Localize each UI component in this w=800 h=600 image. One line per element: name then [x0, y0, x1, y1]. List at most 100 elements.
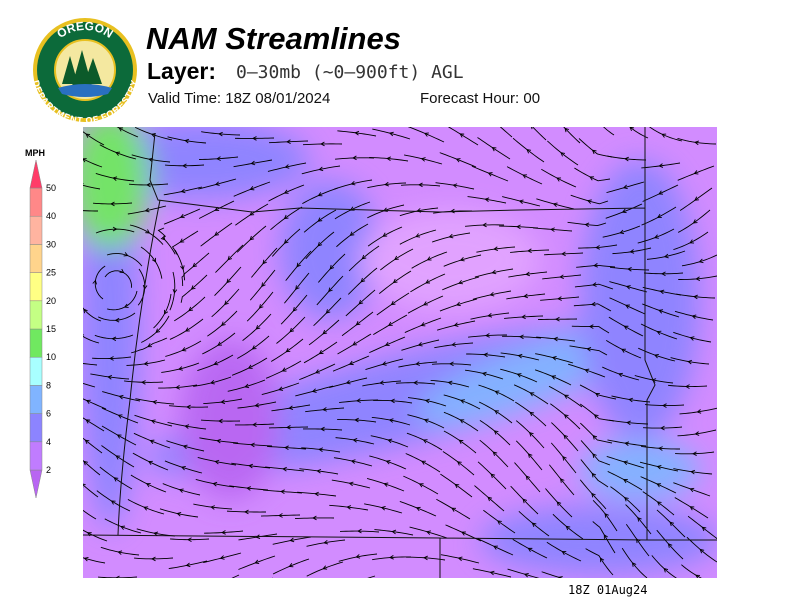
legend-unit: MPH	[25, 148, 45, 158]
streamline-arrow	[565, 525, 571, 531]
streamline	[249, 269, 276, 301]
streamline-arrow	[357, 528, 362, 534]
streamline-arrow	[490, 473, 496, 479]
streamline	[294, 517, 335, 520]
streamline-arrow	[484, 197, 490, 202]
streamline-arrow	[452, 183, 458, 188]
streamline	[621, 547, 648, 578]
streamline-arrow	[178, 366, 183, 371]
streamline	[499, 225, 539, 229]
streamline	[272, 577, 273, 578]
streamline	[673, 468, 713, 475]
streamline	[332, 355, 370, 372]
streamline	[483, 509, 516, 534]
streamline-arrow	[360, 277, 366, 283]
streamline	[474, 485, 505, 512]
streamline-arrow	[695, 276, 701, 281]
streamline	[606, 456, 645, 469]
streamline	[83, 210, 99, 212]
streamline-arrow	[346, 505, 352, 510]
legend-swatch	[29, 159, 43, 189]
streamline-arrow	[284, 445, 289, 451]
streamline	[579, 384, 617, 400]
streamline-arrow	[661, 271, 666, 277]
streamline-arrow	[210, 505, 215, 510]
legend-label: 2	[46, 465, 51, 475]
streamline-arrow	[153, 531, 159, 537]
streamline	[201, 131, 241, 136]
streamline	[638, 347, 676, 362]
streamline-arrow	[418, 182, 423, 188]
streamline-arrow	[422, 439, 428, 444]
streamline	[592, 521, 616, 554]
streamline	[681, 254, 717, 267]
streamline	[534, 369, 572, 386]
streamline	[299, 468, 339, 475]
streamline-arrow	[147, 460, 153, 466]
streamline-arrow	[658, 163, 664, 168]
streamline	[642, 303, 680, 318]
streamline	[563, 127, 581, 144]
streamline	[163, 186, 203, 196]
streamline-arrow	[660, 425, 665, 431]
streamline	[569, 345, 608, 356]
streamline-arrow	[528, 432, 534, 437]
streamline	[270, 206, 303, 231]
streamline	[199, 437, 239, 444]
streamline	[436, 498, 471, 520]
legend-swatch	[29, 244, 43, 273]
streamline-arrow	[180, 466, 186, 471]
streamline	[401, 339, 440, 351]
streamline-arrow	[354, 130, 360, 136]
streamline	[83, 437, 103, 454]
streamline	[341, 311, 374, 337]
streamline-arrow	[527, 248, 532, 254]
legend-swatch	[29, 385, 43, 414]
streamline	[165, 340, 202, 357]
streamline-arrow	[217, 341, 223, 346]
streamline-arrow	[292, 306, 298, 312]
streamline-arrow	[92, 279, 97, 285]
streamline-arrow	[110, 500, 116, 505]
streamline-arrow	[701, 526, 707, 532]
streamline-arrow	[216, 156, 221, 161]
streamline	[508, 271, 548, 278]
streamline	[442, 451, 475, 476]
streamline-arrow	[175, 385, 180, 390]
streamline-arrow	[413, 380, 418, 386]
streamline	[306, 561, 344, 577]
streamline-arrow	[383, 482, 389, 487]
streamline-arrow	[591, 472, 597, 478]
streamline	[552, 513, 584, 540]
streamline-arrow	[107, 375, 113, 380]
streamline	[195, 479, 235, 488]
streamline	[606, 181, 645, 194]
streamline-arrow	[349, 206, 355, 211]
logo: OREGON DEPARTMENT OF FORESTRY	[31, 18, 139, 126]
streamline	[477, 538, 514, 556]
legend-label: 6	[46, 409, 51, 419]
streamline	[512, 538, 548, 559]
streamline-arrow	[586, 199, 592, 204]
streamline	[677, 165, 715, 181]
streamline	[585, 548, 614, 576]
streamline-arrow	[693, 294, 698, 300]
streamline	[540, 296, 580, 301]
streamline	[141, 315, 170, 343]
streamline	[634, 375, 674, 384]
streamline-arrow	[563, 394, 569, 399]
streamline-arrow	[176, 511, 182, 517]
streamline-arrow	[355, 580, 359, 583]
streamline-arrow	[447, 380, 453, 386]
streamline	[436, 320, 476, 331]
streamline-arrow	[423, 418, 429, 423]
streamline	[642, 286, 682, 296]
streamline	[399, 501, 437, 517]
streamline-arrow	[249, 235, 255, 241]
streamline	[373, 399, 413, 404]
streamline-arrow	[556, 177, 562, 182]
streamline	[641, 206, 677, 226]
legend-label: 10	[46, 352, 56, 362]
streamline	[98, 576, 138, 578]
